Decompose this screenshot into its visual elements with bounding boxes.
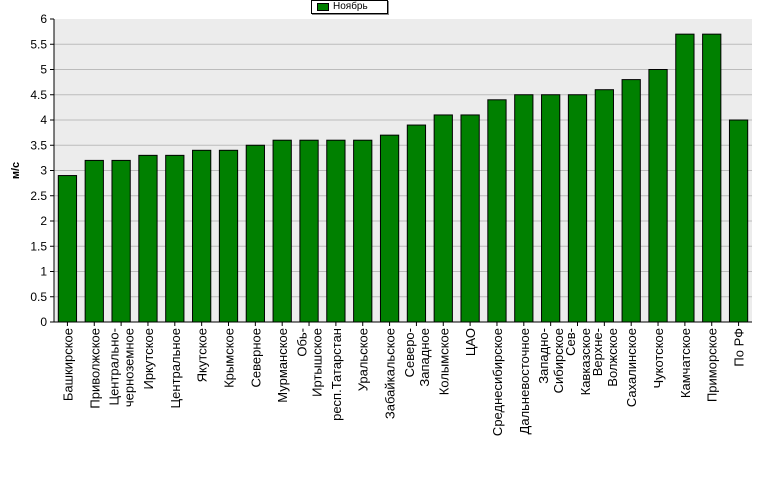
bar [675, 33, 695, 323]
bar [567, 94, 588, 323]
y-tick-label: 0 [40, 315, 47, 329]
bar [245, 144, 265, 323]
x-tick-label: Верхне- [590, 328, 605, 376]
bar [326, 139, 346, 323]
y-tick-label: 4.5 [30, 88, 47, 102]
x-tick-label: Центрально- [107, 328, 122, 406]
bar [541, 94, 561, 323]
x-tick-label: Уральское [356, 328, 371, 391]
x-tick-label: Западное [417, 328, 432, 387]
x-tick-label: Якутское [195, 328, 210, 382]
x-tick-label: Волжское [605, 328, 620, 387]
x-tick-label: По РФ [732, 328, 747, 367]
x-tick-label: Мурманское [275, 328, 290, 403]
x-tick-label: Сев- [563, 328, 578, 356]
x-tick-label: Сахалинское [624, 328, 639, 407]
bar [621, 79, 641, 323]
bar [165, 154, 185, 323]
x-tick-label: Северное [248, 328, 263, 387]
legend-swatch [317, 3, 329, 11]
x-tick-label: Центральное [168, 328, 183, 408]
y-tick-label: 3.5 [30, 138, 47, 152]
x-tick-label: Колымское [436, 328, 451, 395]
x-tick-label: Приморское [705, 328, 720, 402]
bar [192, 149, 212, 323]
x-tick-label: Камчатское [678, 328, 693, 398]
x-tick-label: Приволжское [87, 328, 102, 409]
bar [594, 89, 614, 323]
y-tick-label: 5.5 [30, 37, 47, 51]
bar [218, 149, 239, 323]
bar [111, 159, 131, 323]
x-tick-label: Дальневосточное [517, 328, 532, 434]
bar [487, 99, 507, 323]
x-tick-label: Среднесибирское [490, 328, 505, 436]
x-tick-label: респ.Татарстан [329, 328, 344, 421]
bar [460, 114, 480, 323]
y-tick-label: 2.5 [30, 189, 47, 203]
y-tick-label: 2 [40, 214, 47, 228]
bar [728, 119, 749, 323]
x-tick-label: Западно- [536, 328, 551, 384]
bar [379, 134, 400, 323]
x-tick-label: Чукотское [651, 328, 666, 389]
x-tick-label: ЦАО [463, 328, 478, 356]
x-tick-label: Сибирское [551, 328, 566, 393]
bar [406, 124, 427, 323]
bar [272, 139, 292, 323]
y-axis-label: м/с [10, 162, 22, 179]
y-tick-label: 3 [40, 164, 47, 178]
x-tick-label: Забайкальское [383, 328, 398, 419]
x-tick-label: Иртышское [310, 328, 325, 397]
bar [648, 69, 668, 323]
x-tick-label: Крымское [222, 328, 237, 388]
bar [353, 139, 373, 323]
y-tick-label: 5 [40, 63, 47, 77]
x-tick-label: Обь- [295, 328, 310, 357]
bar [299, 139, 319, 323]
x-tick-label: Северо- [402, 328, 417, 377]
bar [57, 175, 78, 323]
y-tick-label: 4 [40, 113, 47, 127]
bar [514, 94, 534, 323]
bar [433, 114, 453, 323]
x-tick-label: Иркутское [141, 328, 156, 390]
y-tick-label: 0.5 [30, 290, 47, 304]
x-tick-label: черноземное [122, 328, 137, 407]
bar [702, 33, 722, 323]
bar [84, 159, 104, 323]
legend: Ноябрь [311, 0, 388, 14]
legend-label-november: Ноябрь [333, 1, 368, 12]
bar [138, 154, 158, 323]
x-tick-label: Башкирское [60, 328, 75, 401]
x-tick-label: Кавказское [578, 328, 593, 395]
y-tick-label: 6 [40, 12, 47, 26]
y-tick-label: 1.5 [30, 239, 47, 253]
y-tick-label: 1 [40, 265, 47, 279]
